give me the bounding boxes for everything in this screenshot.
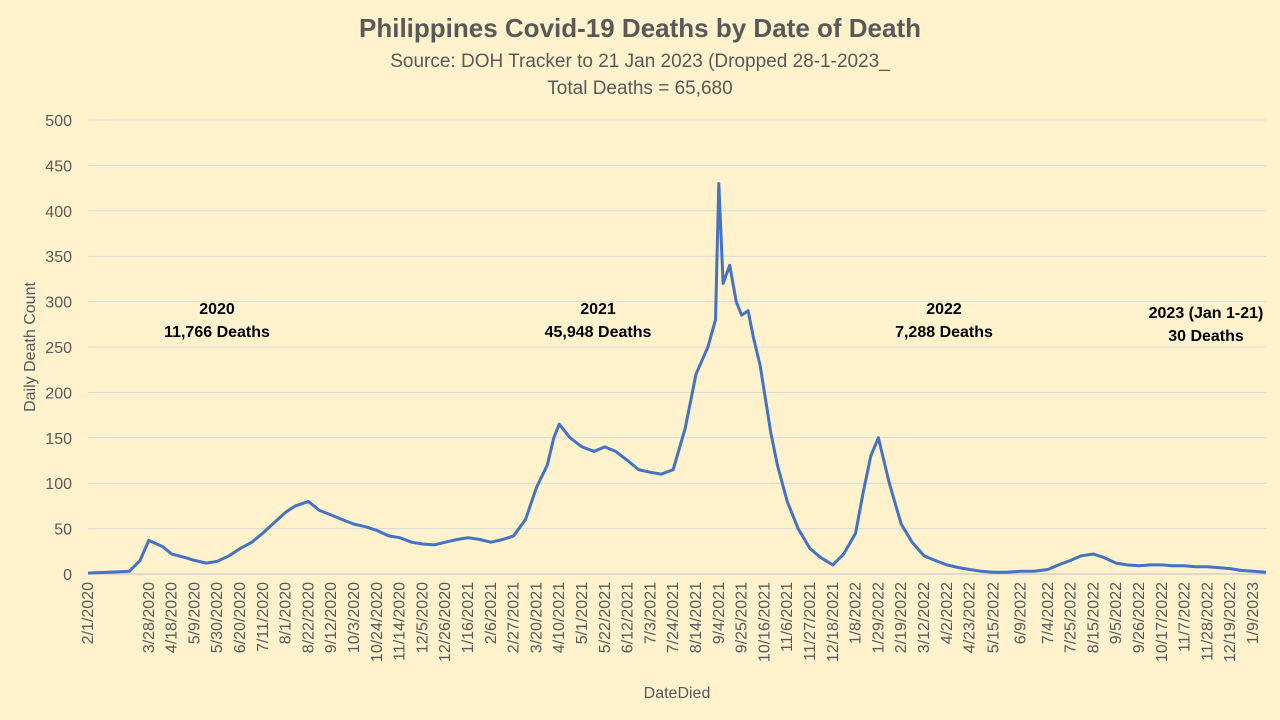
y-axis-ticks: 0 50 100 150 200 250 300 350 400 450 500 <box>45 113 72 584</box>
x-tick-label: 10/3/2020 <box>346 582 363 653</box>
series-line <box>87 182 1267 575</box>
x-tick-label: 11/6/2021 <box>779 582 796 652</box>
y-tick-label: 100 <box>45 476 72 493</box>
chart-subtitle: Source: DOH Tracker to 21 Jan 2023 (Drop… <box>390 51 890 72</box>
x-tick-label: 3/28/2020 <box>141 582 158 653</box>
y-tick-label: 350 <box>45 249 72 266</box>
x-tick-label: 1/16/2021 <box>460 582 477 653</box>
x-tick-label: 8/15/2022 <box>1085 582 1102 653</box>
annotation-deaths: 7,288 Deaths <box>895 324 993 341</box>
x-tick-label: 10/17/2022 <box>1154 582 1171 662</box>
x-tick-label: 9/12/2020 <box>323 582 340 653</box>
x-tick-label: 4/2/2022 <box>939 582 956 644</box>
x-tick-label: 9/4/2021 <box>711 582 728 644</box>
x-tick-label: 6/9/2022 <box>1013 582 1030 644</box>
x-tick-label: 9/25/2021 <box>734 582 751 653</box>
annotation-year: 2022 <box>926 301 962 318</box>
annotation-year: 2020 <box>199 301 235 318</box>
y-tick-label: 500 <box>45 113 72 130</box>
x-tick-label: 8/1/2020 <box>278 582 295 644</box>
x-tick-label: 4/23/2022 <box>962 582 979 653</box>
y-tick-label: 400 <box>45 204 72 221</box>
annotations: 2020 11,766 Deaths 2021 45,948 Deaths 2022 7,… <box>164 301 1263 345</box>
x-tick-label: 10/16/2021 <box>756 582 773 662</box>
x-tick-label: 12/26/2020 <box>437 582 454 662</box>
series-layer <box>87 182 1267 575</box>
y-tick-label: 50 <box>54 522 72 539</box>
x-tick-label: 5/1/2021 <box>574 582 591 644</box>
x-tick-label: 12/5/2020 <box>414 582 431 653</box>
annotation-deaths: 11,766 Deaths <box>164 324 270 341</box>
y-tick-label: 250 <box>45 340 72 357</box>
x-axis-ticks: 2/1/2020 3/28/2020 4/18/2020 5/9/2020 5/30/2… <box>80 582 1262 662</box>
y-tick-label: 200 <box>45 385 72 402</box>
x-tick-label: 1/9/2023 <box>1245 582 1262 644</box>
x-tick-label: 7/3/2021 <box>642 582 659 644</box>
y-tick-label: 450 <box>45 158 72 175</box>
annotation-year: 2021 <box>580 301 616 318</box>
x-tick-label: 2/19/2022 <box>893 582 910 653</box>
annotation-year: 2023 (Jan 1-21) <box>1149 305 1264 322</box>
y-tick-label: 0 <box>63 567 72 584</box>
x-tick-label: 6/20/2020 <box>232 582 249 653</box>
x-tick-label: 7/4/2022 <box>1040 582 1057 644</box>
x-tick-label: 12/18/2021 <box>825 582 842 662</box>
x-tick-label: 5/15/2022 <box>985 582 1002 653</box>
x-tick-label: 12/19/2022 <box>1222 582 1239 662</box>
x-tick-label: 10/24/2020 <box>369 582 386 662</box>
x-tick-label: 5/30/2020 <box>209 582 226 653</box>
x-tick-label: 1/8/2022 <box>848 582 865 644</box>
x-tick-label: 2/27/2021 <box>506 582 523 653</box>
x-tick-label: 11/7/2022 <box>1177 582 1194 652</box>
chart-title: Philippines Covid-19 Deaths by Date of D… <box>359 13 921 43</box>
x-tick-label: 8/22/2020 <box>300 582 317 653</box>
x-tick-label: 11/28/2022 <box>1199 582 1216 661</box>
x-tick-label: 6/12/2021 <box>620 582 637 653</box>
x-tick-label: 2/1/2020 <box>80 582 97 644</box>
x-tick-label: 3/12/2022 <box>916 582 933 653</box>
x-tick-label: 4/18/2020 <box>164 582 181 653</box>
x-tick-label: 7/24/2021 <box>665 582 682 653</box>
x-tick-label: 9/26/2022 <box>1131 582 1148 653</box>
x-tick-label: 7/11/2020 <box>255 582 272 652</box>
x-tick-label: 9/5/2022 <box>1108 582 1125 644</box>
x-tick-label: 11/27/2021 <box>802 582 819 661</box>
x-tick-label: 4/10/2021 <box>551 582 568 653</box>
x-tick-label: 2/6/2021 <box>483 582 500 644</box>
annotation-deaths: 30 Deaths <box>1168 328 1244 345</box>
y-axis-label: Daily Death Count <box>22 282 39 412</box>
x-tick-label: 8/14/2021 <box>688 582 705 653</box>
x-tick-label: 5/9/2020 <box>186 582 203 644</box>
x-tick-label: 1/29/2022 <box>870 582 887 653</box>
y-tick-label: 150 <box>45 431 72 448</box>
y-tick-label: 300 <box>45 295 72 312</box>
chart-total-deaths: Total Deaths = 65,680 <box>547 78 732 99</box>
annotation-deaths: 45,948 Deaths <box>545 324 652 341</box>
gridlines <box>88 119 1266 575</box>
x-axis-label: DateDied <box>644 685 711 702</box>
x-tick-label: 5/22/2021 <box>597 582 614 653</box>
x-tick-label: 7/25/2022 <box>1063 582 1080 653</box>
x-tick-label: 11/14/2020 <box>392 582 409 661</box>
x-tick-label: 3/20/2021 <box>528 582 545 653</box>
